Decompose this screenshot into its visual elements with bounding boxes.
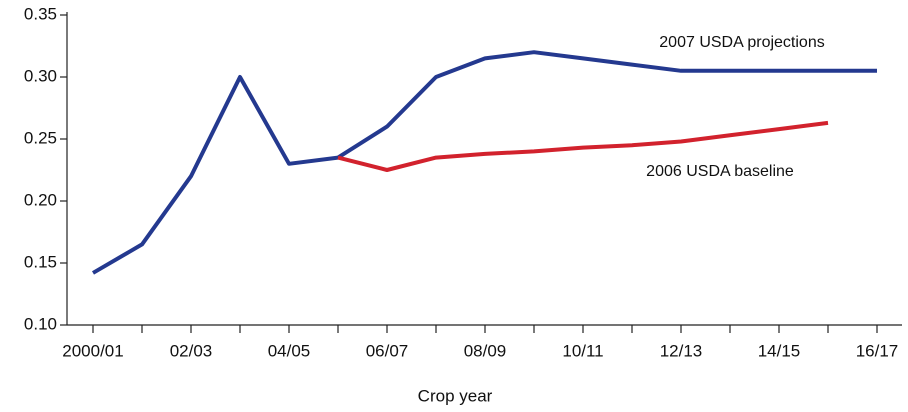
x-tick-label: 10/11 <box>562 341 603 360</box>
series-label: 2006 USDA baseline <box>646 163 794 180</box>
y-tick-label: 0.10 <box>24 314 57 333</box>
x-tick-label: 06/07 <box>366 341 409 360</box>
y-tick-label: 0.30 <box>24 66 57 85</box>
x-tick-label: 2000/01 <box>62 341 123 360</box>
y-tick-label: 0.15 <box>24 252 57 271</box>
series-line <box>91 50 877 275</box>
x-tick-label: 16/17 <box>856 341 899 360</box>
series-label: 2007 USDA projections <box>659 34 824 51</box>
y-tick-label: 0.20 <box>24 190 57 209</box>
x-axis-title: Crop year <box>418 386 493 405</box>
x-tick-label: 08/09 <box>464 341 507 360</box>
x-tick-label: 04/05 <box>268 341 311 360</box>
series-line <box>337 120 829 172</box>
x-tick-label: 12/13 <box>660 341 703 360</box>
x-tick-label: 02/03 <box>170 341 213 360</box>
y-tick-label: 0.25 <box>24 128 57 147</box>
x-tick-label: 14/15 <box>758 341 801 360</box>
y-tick-label: 0.35 <box>24 4 57 23</box>
